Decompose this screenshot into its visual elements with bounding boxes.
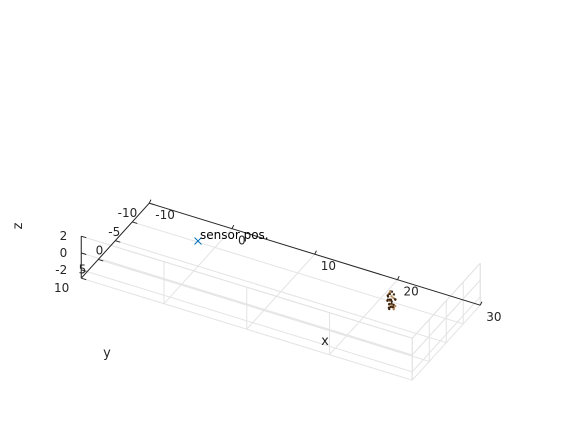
sensor-label: sensor pos. [200,228,269,242]
z-tick-label: 2 [60,229,68,243]
x-tick-mark [479,301,483,306]
cloud-point [387,306,391,309]
cloud-point [393,304,397,308]
cloud-point [388,292,391,296]
z-tick-label: 0 [60,246,68,260]
x-tick-label: 10 [321,259,336,273]
x-tick-label: 20 [404,285,419,299]
cloud-point [389,290,392,294]
x-axis-line [149,202,481,306]
cloud-point [390,300,393,303]
grid-back-z [81,269,413,373]
y-tick-label: -10 [118,206,138,220]
y-tick-label: 10 [54,281,69,295]
cloud-point [388,302,391,306]
cloud-point [390,295,393,298]
sensor-marker-group: sensor pos. [194,228,269,245]
grid-box-top [411,262,481,339]
grid-back-z [81,252,413,356]
x-axis-label: x [321,334,329,349]
y-tick-mark [115,240,121,243]
z-tick-mark [81,269,87,272]
cloud-point [391,305,395,309]
y-tick-label: 0 [96,244,104,258]
cloud-point [388,298,391,301]
z-tick-mark [81,235,87,239]
cloud-point [390,302,393,305]
x-tick-mark [231,224,235,229]
y-tick-mark [81,277,87,281]
z-tick-label: -2 [55,263,67,277]
x-tick-label: 30 [486,310,501,324]
z-tick-mark [81,252,87,255]
x-tick-mark [397,275,400,280]
cloud-point [392,296,395,300]
y-axis-label: y [103,346,111,361]
y-tick-mark [98,258,104,262]
grid-floor-y [115,240,447,344]
x-tick-label: 0 [238,234,246,248]
point-cloud [386,290,397,311]
x-tick-mark [314,250,317,255]
grid-box-top [81,235,413,339]
z-axis-label: z [11,222,26,229]
grid-floor-y [132,221,464,325]
sensor-marker [194,237,202,245]
x-tick-mark [148,199,152,204]
grid-side-z [411,279,481,356]
y-tick-label: 5 [79,262,87,276]
y-tick-mark [149,202,155,206]
grid-side-z [411,296,481,373]
cloud-point [392,293,396,296]
x-tick-label: -10 [155,208,175,222]
cloud-point [386,295,390,298]
y-tick-label: -5 [108,225,120,239]
cloud-point [393,298,397,301]
axes-box [80,199,483,306]
grid-lines [80,202,481,381]
grid-floor-y [98,258,430,362]
cloud-point [386,299,389,303]
cloud-point [389,305,392,309]
y-tick-mark [132,221,138,224]
